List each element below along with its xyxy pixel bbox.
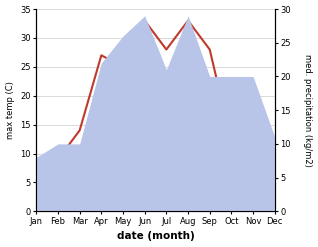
- Y-axis label: med. precipitation (kg/m2): med. precipitation (kg/m2): [303, 54, 313, 167]
- Y-axis label: max temp (C): max temp (C): [5, 81, 15, 139]
- X-axis label: date (month): date (month): [117, 231, 194, 242]
